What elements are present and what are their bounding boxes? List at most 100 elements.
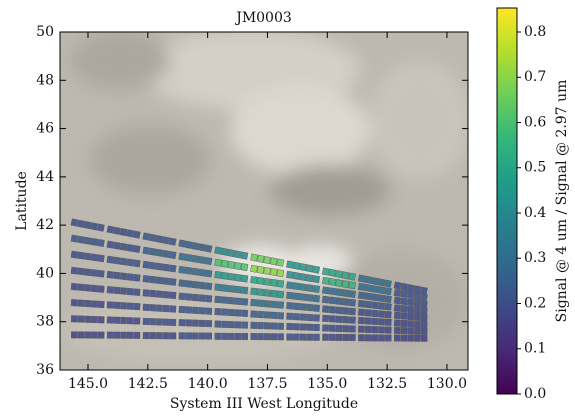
footprint-pixel bbox=[400, 297, 408, 306]
footprint-pixel bbox=[84, 331, 91, 339]
footprint-pixel bbox=[342, 325, 350, 333]
footprint-pixel bbox=[335, 333, 343, 341]
footprint-pixel bbox=[113, 316, 121, 324]
footprint-pixel bbox=[277, 312, 285, 320]
footprint-pixel bbox=[357, 299, 366, 308]
footprint-pixel bbox=[70, 218, 79, 227]
x-tick-label: 130.0 bbox=[427, 376, 467, 392]
footprint-pixel bbox=[335, 306, 343, 315]
footprint-pixel bbox=[394, 334, 401, 342]
footprint bbox=[286, 291, 321, 303]
footprint-pixel bbox=[420, 307, 428, 315]
footprint-pixel bbox=[241, 298, 249, 306]
footprint-pixel bbox=[185, 319, 193, 327]
footprint-pixel bbox=[270, 289, 278, 298]
footprint-pixel bbox=[384, 310, 392, 319]
footprint-pixel bbox=[393, 311, 401, 320]
footprint-pixel bbox=[420, 327, 428, 335]
footprint-pixel bbox=[371, 301, 379, 310]
footprint bbox=[214, 283, 249, 295]
footprint-pixel bbox=[312, 265, 321, 274]
footprint-pixel bbox=[342, 307, 350, 315]
footprint-pixel bbox=[178, 252, 186, 261]
footprint-pixel bbox=[220, 247, 229, 256]
footprint bbox=[70, 299, 105, 309]
footprint-pixel bbox=[162, 318, 170, 326]
footprint bbox=[178, 292, 213, 303]
footprint-pixel bbox=[335, 315, 343, 323]
footprint-pixel bbox=[214, 271, 222, 279]
footprint-pixel bbox=[371, 277, 379, 286]
footprint-pixel bbox=[270, 311, 278, 320]
footprint-pixel bbox=[191, 306, 199, 314]
footprint-pixel bbox=[155, 276, 164, 285]
footprint-pixel bbox=[120, 316, 127, 325]
footprint-pixel bbox=[113, 226, 121, 235]
footprint-pixel bbox=[358, 316, 365, 325]
y-axis-label: Latitude bbox=[14, 171, 30, 231]
footprint-pixel bbox=[126, 287, 134, 296]
footprint-pixel bbox=[263, 300, 271, 308]
plot-frame bbox=[59, 31, 469, 371]
footprint-pixel bbox=[162, 304, 170, 313]
footprint-pixel bbox=[313, 323, 320, 332]
footprint-pixel bbox=[384, 279, 392, 288]
footprint-pixel bbox=[185, 253, 193, 262]
footprint-pixel bbox=[241, 321, 249, 329]
footprint-pixel bbox=[198, 294, 206, 302]
footprint-pixel bbox=[263, 311, 271, 319]
footprint-pixel bbox=[377, 286, 386, 295]
footprint-pixel bbox=[292, 282, 301, 291]
footprint-pixel bbox=[142, 332, 150, 340]
footprint-pixel bbox=[198, 332, 206, 340]
footprint-pixel bbox=[335, 270, 343, 279]
footprint-pixel bbox=[120, 287, 128, 295]
footprint-pixel bbox=[97, 300, 105, 309]
footprint bbox=[394, 334, 428, 342]
footprint-pixel bbox=[126, 229, 135, 238]
footprint-pixel bbox=[205, 295, 213, 303]
footprint-pixel bbox=[149, 332, 157, 340]
footprint-pixel bbox=[263, 256, 272, 265]
footprint bbox=[70, 282, 105, 293]
y-tick-label: 44 bbox=[36, 169, 54, 185]
footprint-pixel bbox=[406, 291, 415, 300]
footprint-pixel bbox=[126, 258, 134, 267]
footprint bbox=[393, 304, 428, 315]
footprint-pixel bbox=[357, 291, 366, 300]
footprint-pixel bbox=[393, 281, 402, 290]
footprint bbox=[214, 295, 249, 306]
footprint-pixel bbox=[364, 292, 372, 301]
footprint-pixel bbox=[106, 255, 115, 264]
footprint-pixel bbox=[77, 315, 85, 323]
footprint bbox=[393, 319, 428, 329]
footprint-pixel bbox=[322, 305, 330, 313]
footprint-pixel bbox=[169, 278, 177, 286]
footprint-pixel bbox=[328, 287, 337, 296]
footprint-pixel bbox=[227, 272, 235, 281]
footprint-pixel bbox=[364, 309, 372, 317]
footprint-pixel bbox=[384, 295, 392, 304]
footprint bbox=[286, 260, 321, 274]
footprint-pixel bbox=[276, 279, 285, 288]
footprint-pixel bbox=[214, 246, 222, 255]
footprint-pixel bbox=[77, 299, 85, 307]
y-tick-label: 40 bbox=[36, 265, 54, 281]
footprint-pixel bbox=[400, 334, 408, 342]
footprint-pixel bbox=[348, 325, 356, 333]
footprint bbox=[70, 234, 105, 247]
footprint bbox=[393, 281, 428, 295]
footprint bbox=[142, 303, 177, 313]
footprint bbox=[393, 288, 428, 302]
footprint-pixel bbox=[70, 266, 79, 275]
footprint-pixel bbox=[414, 327, 421, 335]
footprint bbox=[321, 267, 356, 281]
footprint bbox=[106, 270, 141, 282]
footprint bbox=[322, 314, 356, 324]
footprint bbox=[142, 289, 177, 300]
footprint-pixel bbox=[227, 321, 235, 329]
footprint-pixel bbox=[240, 251, 249, 260]
footprint bbox=[286, 281, 321, 293]
footprint-pixel bbox=[168, 251, 177, 260]
footprint bbox=[142, 260, 177, 273]
